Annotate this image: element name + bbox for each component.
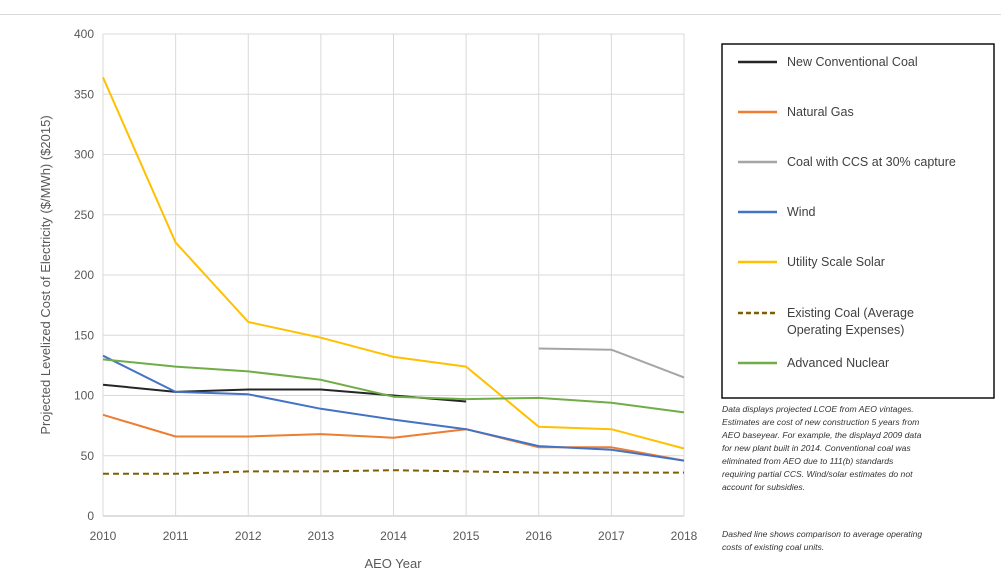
legend-label-new-conventional-coal: New Conventional Coal [787,55,918,69]
series-line-natural-gas [102,413,685,462]
grid [102,33,685,517]
legend-label-wind: Wind [787,205,816,219]
x-tick-label: 2016 [525,529,552,543]
x-axis-title: AEO Year [364,556,422,571]
y-tick-labels: 0 50 100 150 200 250 300 350 400 [74,27,94,523]
series-line-utility-scale-solar [102,76,685,450]
x-tick-label: 2014 [380,529,407,543]
x-tick-label: 2013 [308,529,335,543]
series-line-coal-with-ccs-at-30-capture [538,347,685,379]
x-tick-label: 2015 [453,529,480,543]
series-line-existing-coal-average-operating-expenses [103,469,684,475]
annotation-line: account for subsidies. [722,482,805,492]
legend-box [721,43,995,399]
x-tick-label: 2011 [163,529,189,543]
y-axis-title: Projected Levelized Cost of Electricity … [38,115,53,434]
series-line-new-conventional-coal [102,383,467,403]
y-tick-label: 200 [74,268,94,282]
y-tick-label: 350 [74,87,94,101]
legend-label-coal-with-ccs-at-30-capture: Coal with CCS at 30% capture [787,155,956,169]
series-lines [102,76,685,475]
x-tick-labels: 2010 2011 2012 2013 2014 2015 2016 2017 2018 [90,529,698,543]
annotation-line: Dashed line shows comparison to average … [722,529,922,539]
annotation-line: eliminated from AEO due to 111(b) standa… [722,456,894,466]
legend: New Conventional Coal Natural Gas Coal wit… [738,55,956,370]
y-tick-label: 0 [87,509,94,523]
annotation-line: costs of existing coal units. [722,542,824,552]
annotation-line: AEO baseyear. For example, the displayd … [721,430,922,440]
annotation-line: Data displays projected LCOE from AEO vi… [722,404,914,414]
y-tick-label: 400 [74,27,94,41]
x-tick-label: 2012 [235,529,262,543]
x-tick-label: 2017 [598,529,625,543]
y-tick-label: 300 [74,148,94,162]
legend-label-advanced-nuclear: Advanced Nuclear [787,356,889,370]
annotation-line: requiring partial CCS. Wind/solar estima… [722,469,913,479]
annotation-notes: Data displays projected LCOE from AEO vi… [721,404,922,552]
y-tick-label: 100 [74,389,94,403]
legend-label-existing-coal-average-operating-expenses: Existing Coal (Average Operating Expenses… [787,306,914,337]
x-tick-label: 2018 [671,529,698,543]
legend-label-natural-gas: Natural Gas [787,105,854,119]
y-tick-label: 50 [81,449,95,463]
annotation-line: Estimates are cost of new construction 5… [722,417,919,427]
series-line-advanced-nuclear [102,358,685,414]
legend-label-utility-scale-solar: Utility Scale Solar [787,255,885,269]
y-tick-label: 250 [74,208,94,222]
y-tick-label: 150 [74,328,94,342]
x-tick-label: 2010 [90,529,117,543]
series-line-wind [102,354,685,462]
annotation-line: for new plant built in 2014. Conventiona… [722,443,911,453]
